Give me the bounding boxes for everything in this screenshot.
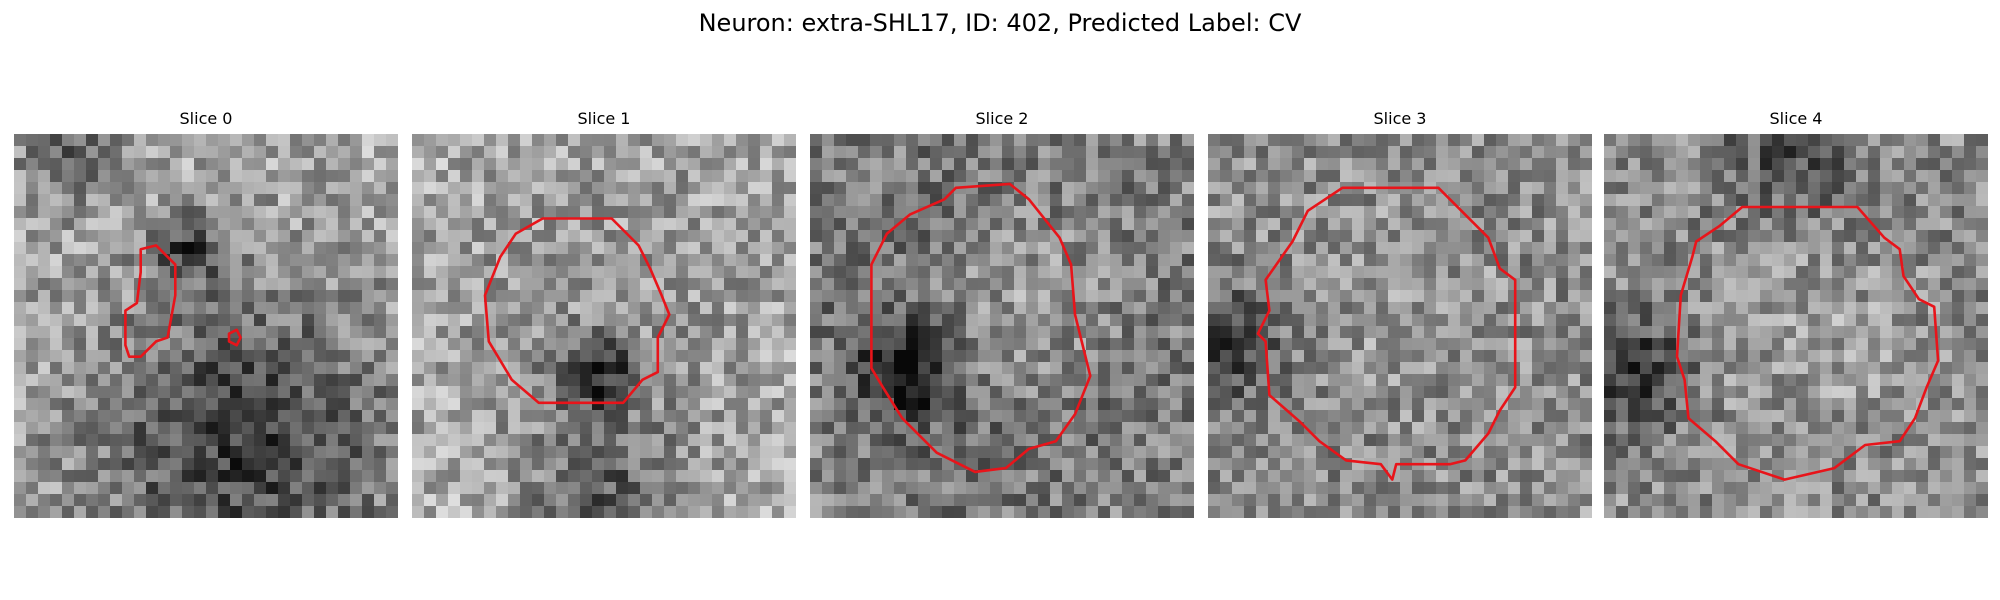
slice-title-1: Slice 1 <box>577 109 631 128</box>
segmentation-contour <box>124 244 177 358</box>
slice-image-3 <box>1208 134 1592 518</box>
figure-title: Neuron: extra-SHL17, ID: 402, Predicted … <box>698 9 1302 37</box>
slice-title-2: Slice 2 <box>975 109 1029 128</box>
segmentation-contour <box>1675 205 1940 481</box>
segmentation-contour <box>483 217 671 405</box>
slice-image-2 <box>810 134 1194 518</box>
slice-image-0 <box>14 134 398 518</box>
segmentation-contour <box>227 328 242 347</box>
segmentation-contour <box>1256 186 1517 481</box>
slice-image-1 <box>412 134 796 518</box>
segmentation-contour <box>870 182 1092 474</box>
slice-title-0: Slice 0 <box>179 109 233 128</box>
slice-title-4: Slice 4 <box>1769 109 1823 128</box>
slice-title-3: Slice 3 <box>1373 109 1427 128</box>
slice-image-4 <box>1604 134 1988 518</box>
